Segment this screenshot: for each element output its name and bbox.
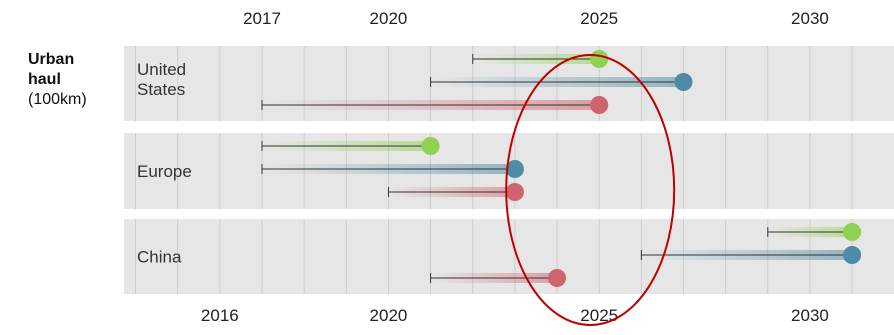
row-label-unit: (100km) xyxy=(28,91,87,108)
end-dot-china-blue xyxy=(843,246,862,264)
end-dot-united-states-red xyxy=(590,96,609,114)
row-label-title: Urban xyxy=(28,51,75,68)
region-label-europe: Europe xyxy=(137,162,192,181)
end-dot-europe-red xyxy=(505,183,524,201)
row-label-title-2: haul xyxy=(28,71,61,88)
top-tick-label-2017: 2017 xyxy=(243,9,281,28)
end-dot-europe-green xyxy=(421,137,440,155)
highlight-ellipse xyxy=(505,54,676,326)
end-dot-china-green xyxy=(843,223,862,241)
top-tick-label-2020: 2020 xyxy=(370,9,408,28)
end-dot-europe-blue xyxy=(505,160,524,178)
bottom-tick-label-2030: 2030 xyxy=(791,306,829,325)
top-tick-label-2030: 2030 xyxy=(791,9,829,28)
end-dot-united-states-blue xyxy=(674,73,693,91)
bottom-tick-label-2025: 2025 xyxy=(580,306,618,325)
bottom-tick-label-2016: 2016 xyxy=(201,306,239,325)
row-label: Urban haul (100km) xyxy=(28,50,87,110)
end-dot-united-states-green xyxy=(590,50,609,68)
region-label-china: China xyxy=(137,248,182,267)
end-dot-china-red xyxy=(548,269,567,287)
region-label-united-states: United xyxy=(137,60,186,79)
region-label-united-states: States xyxy=(137,80,185,99)
top-tick-label-2025: 2025 xyxy=(580,9,618,28)
bottom-tick-label-2020: 2020 xyxy=(370,306,408,325)
